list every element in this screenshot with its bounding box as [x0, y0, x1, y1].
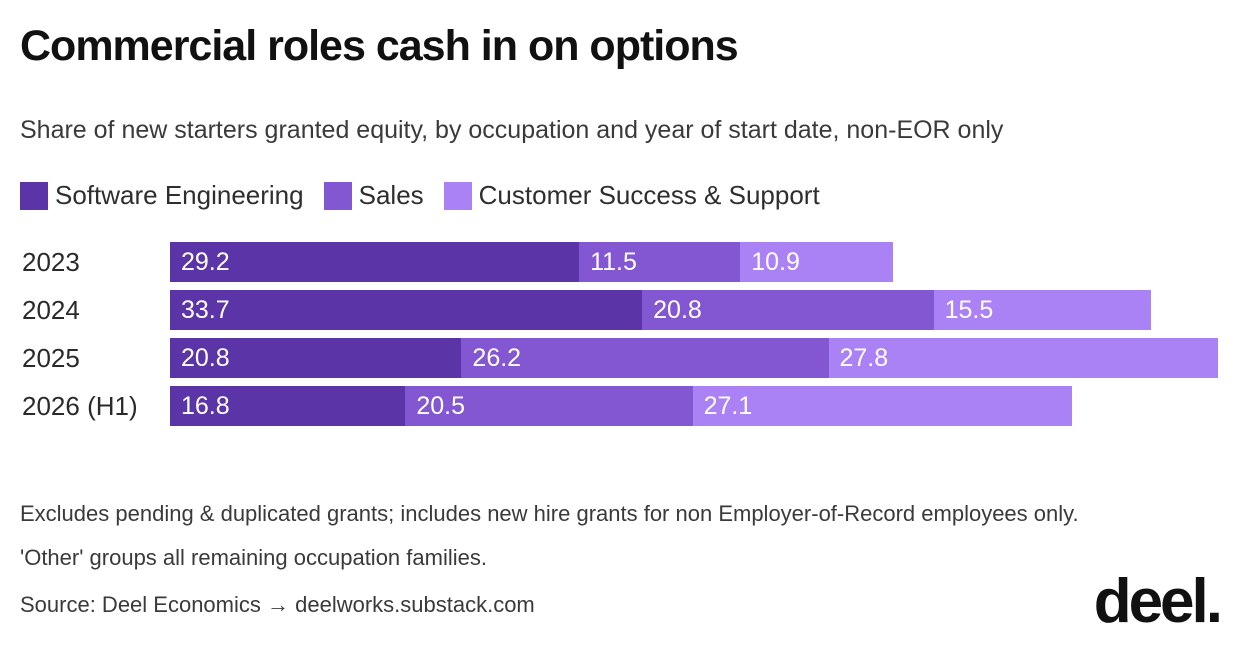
- legend-label: Customer Success & Support: [478, 180, 820, 210]
- bar-segment: 10.9: [740, 242, 893, 282]
- data-label: 20.8: [653, 296, 702, 324]
- bar-segment: 27.8: [828, 338, 1218, 378]
- bar-segment: 26.2: [461, 338, 829, 378]
- category-label: 2023: [22, 247, 80, 277]
- legend-swatch: [323, 181, 352, 210]
- data-label: 33.7: [181, 296, 230, 324]
- legend-swatch: [443, 181, 472, 210]
- data-label: 20.8: [181, 344, 230, 372]
- bar-segment: 20.8: [170, 338, 462, 378]
- data-label: 15.5: [944, 296, 994, 324]
- data-label: 10.9: [751, 248, 800, 276]
- legend-item: Sales: [323, 180, 424, 211]
- category-label: 2026 (H1): [22, 391, 138, 421]
- data-label: 26.2: [472, 344, 522, 372]
- bar-segment: 15.5: [933, 290, 1151, 330]
- data-label: 27.1: [703, 392, 753, 420]
- category-label: 2024: [22, 295, 80, 325]
- category-label: 2025: [22, 343, 80, 373]
- chart-subtitle: Share of new starters granted equity, by…: [20, 116, 1004, 144]
- bar-segment: 20.5: [405, 386, 693, 426]
- bar-segment: 29.2: [170, 242, 580, 282]
- bar-segment: 20.8: [642, 290, 934, 330]
- legend-item: Customer Success & Support: [443, 180, 820, 211]
- deel-logo: deel.: [1093, 567, 1223, 636]
- bar-segment: 16.8: [170, 386, 406, 426]
- data-label: 11.5: [590, 248, 637, 276]
- data-label: 29.2: [181, 248, 230, 276]
- data-label: 16.8: [181, 392, 230, 420]
- bar-segment: 27.1: [692, 386, 1073, 426]
- legend-label: Sales: [358, 180, 424, 210]
- stacked-bar-chart: 2023 29.2 11.5 10.9 2024 33.7 20.8 15.5 2025 20.8…: [0, 236, 1240, 436]
- source-line: Source: Deel Economics → deelworks.subst…: [20, 592, 535, 617]
- bar-segment: 11.5: [579, 242, 741, 282]
- data-label: 20.5: [416, 392, 466, 420]
- bar-segment: 33.7: [170, 290, 643, 330]
- legend: Software Engineering Sales Customer Succes…: [20, 180, 840, 211]
- chart-title: Commercial roles cash in on options: [20, 22, 739, 70]
- footnote: Excludes pending & duplicated grants; in…: [20, 501, 1079, 570]
- data-label: 27.8: [839, 344, 889, 372]
- legend-item: Software Engineering: [20, 180, 304, 211]
- legend-label: Software Engineering: [55, 180, 304, 210]
- legend-swatch: [20, 181, 48, 210]
